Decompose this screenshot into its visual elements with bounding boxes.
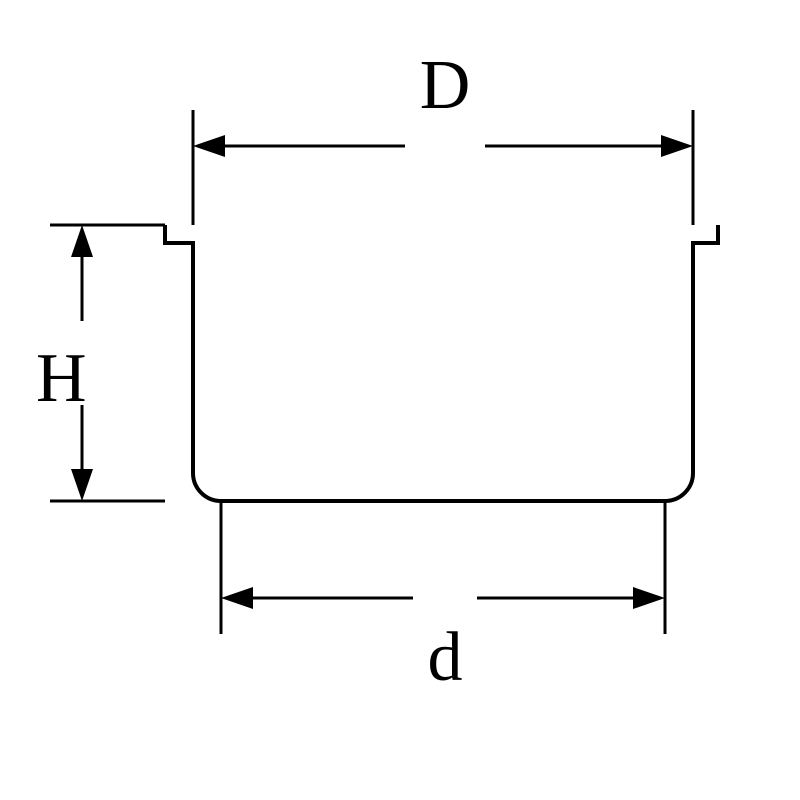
- arrowhead: [71, 225, 93, 257]
- arrowhead: [71, 469, 93, 501]
- arrowhead: [193, 135, 225, 157]
- arrowhead: [661, 135, 693, 157]
- cup-outline: [165, 225, 718, 501]
- arrowhead: [633, 587, 665, 609]
- technical-diagram: D Hd: [0, 0, 800, 800]
- dimension-label: d: [428, 619, 463, 696]
- arrowhead: [221, 587, 253, 609]
- dimension-label: D: [420, 47, 471, 124]
- dimension-label: H: [36, 340, 87, 417]
